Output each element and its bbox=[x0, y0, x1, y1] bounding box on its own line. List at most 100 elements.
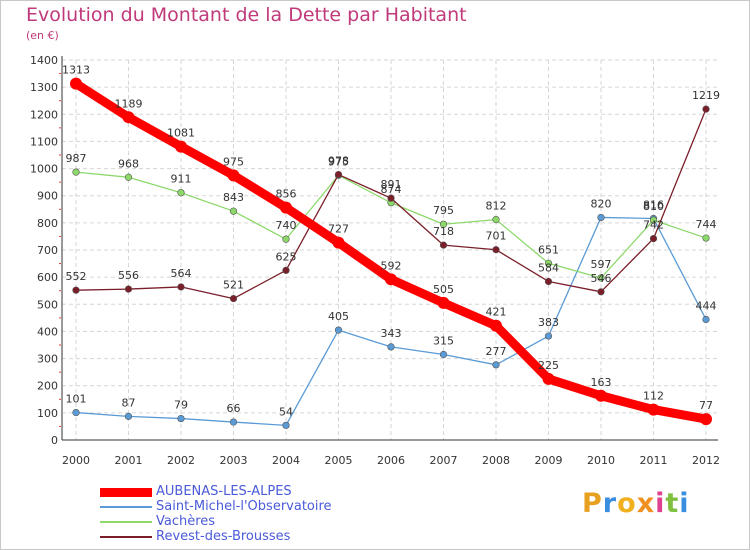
data-point bbox=[649, 235, 658, 243]
data-label: 987 bbox=[66, 152, 87, 165]
x-tick-label: 2008 bbox=[482, 454, 510, 467]
data-point bbox=[175, 140, 187, 153]
data-label: 521 bbox=[223, 279, 244, 292]
data-label: 444 bbox=[696, 299, 717, 312]
data-label: 975 bbox=[328, 155, 349, 168]
y-tick-label: 800 bbox=[37, 217, 58, 230]
x-tick-label: 2005 bbox=[325, 454, 353, 467]
data-point bbox=[647, 403, 660, 416]
data-point bbox=[229, 294, 238, 303]
y-tick-label: 500 bbox=[37, 298, 58, 311]
logo-letter: o bbox=[617, 488, 637, 519]
data-point bbox=[282, 421, 290, 429]
data-point bbox=[702, 105, 710, 113]
data-point bbox=[72, 408, 80, 417]
data-point bbox=[72, 286, 80, 294]
data-point bbox=[649, 216, 658, 224]
data-label: 112 bbox=[643, 390, 664, 403]
data-label: 421 bbox=[486, 306, 507, 319]
data-label: 856 bbox=[276, 188, 297, 201]
data-label: 975 bbox=[223, 155, 244, 168]
data-label: 552 bbox=[66, 270, 87, 283]
data-point bbox=[70, 77, 82, 90]
data-point bbox=[229, 418, 238, 426]
y-tick-label: 900 bbox=[37, 190, 58, 203]
data-label: 79 bbox=[174, 399, 188, 412]
data-label: 810 bbox=[643, 200, 664, 213]
data-label: 383 bbox=[538, 316, 559, 329]
y-tick-label: 700 bbox=[37, 244, 58, 257]
data-label: 625 bbox=[276, 250, 297, 263]
y-tick-label: 1200 bbox=[30, 108, 58, 121]
data-label: 505 bbox=[433, 283, 454, 296]
data-point bbox=[385, 273, 397, 286]
x-tick-label: 2001 bbox=[115, 454, 143, 467]
chart-subtitle: (en €) bbox=[26, 29, 59, 42]
data-point bbox=[387, 343, 395, 351]
y-tick-label: 400 bbox=[37, 325, 58, 338]
data-label: 651 bbox=[538, 243, 559, 256]
x-tick-label: 2003 bbox=[220, 454, 248, 467]
data-point bbox=[544, 277, 553, 286]
chart-legend: AUBENAS-LES-ALPES Saint-Michel-l'Observat… bbox=[100, 484, 380, 544]
data-label: 968 bbox=[118, 157, 139, 170]
x-tick-label: 2006 bbox=[377, 454, 405, 467]
data-point bbox=[280, 201, 292, 214]
data-point bbox=[124, 173, 133, 181]
chart-title: Evolution du Montant de la Dette par Hab… bbox=[26, 4, 467, 26]
legend-label: Saint-Michel-l'Observatoire bbox=[156, 499, 332, 514]
y-tick-label: 0 bbox=[51, 434, 58, 447]
data-label: 740 bbox=[276, 219, 297, 232]
data-point bbox=[700, 413, 712, 426]
data-point bbox=[122, 111, 135, 124]
data-label: 1081 bbox=[167, 127, 195, 140]
data-point bbox=[492, 216, 500, 224]
legend-swatch bbox=[100, 506, 152, 508]
x-tick-label: 2002 bbox=[167, 454, 195, 467]
logo-letter: r bbox=[602, 488, 618, 519]
data-label: 277 bbox=[486, 345, 507, 358]
x-tick-label: 2009 bbox=[535, 454, 563, 467]
data-label: 54 bbox=[279, 405, 293, 418]
data-point bbox=[544, 259, 553, 267]
data-label: 546 bbox=[591, 272, 612, 285]
data-point bbox=[490, 319, 502, 332]
data-point bbox=[597, 274, 605, 282]
data-label: 843 bbox=[223, 191, 244, 204]
data-label: 343 bbox=[381, 327, 402, 340]
x-tick-label: 2010 bbox=[587, 454, 615, 467]
y-tick-label: 100 bbox=[37, 407, 58, 420]
data-point bbox=[334, 170, 343, 179]
y-tick-label: 1000 bbox=[30, 163, 58, 176]
data-label: 101 bbox=[66, 393, 87, 406]
x-tick-label: 2007 bbox=[430, 454, 458, 467]
data-point bbox=[492, 246, 500, 254]
data-point bbox=[124, 285, 133, 293]
data-point bbox=[334, 326, 343, 334]
data-point bbox=[124, 412, 133, 420]
data-point bbox=[227, 169, 240, 182]
x-tick-label: 2012 bbox=[692, 454, 720, 467]
data-point bbox=[437, 296, 450, 309]
y-tick-label: 600 bbox=[37, 271, 58, 284]
data-point bbox=[177, 283, 185, 291]
data-label: 597 bbox=[591, 258, 612, 271]
legend-label: AUBENAS-LES-ALPES bbox=[156, 484, 292, 499]
logo-letter: t bbox=[665, 488, 680, 519]
logo-letter: P bbox=[582, 488, 603, 519]
x-tick-label: 2011 bbox=[640, 454, 668, 467]
data-label: 66 bbox=[227, 402, 241, 415]
legend-swatch bbox=[100, 536, 152, 538]
data-point bbox=[282, 266, 290, 274]
y-tick-label: 1300 bbox=[30, 81, 58, 94]
x-tick-label: 2004 bbox=[272, 454, 300, 467]
data-label: 891 bbox=[381, 178, 402, 191]
data-point bbox=[177, 414, 185, 423]
logo-letter: i bbox=[655, 488, 666, 519]
legend-swatch bbox=[100, 521, 152, 523]
data-label: 77 bbox=[699, 399, 713, 412]
data-label: 556 bbox=[118, 269, 139, 282]
data-label: 592 bbox=[381, 259, 402, 272]
data-point bbox=[439, 350, 448, 359]
